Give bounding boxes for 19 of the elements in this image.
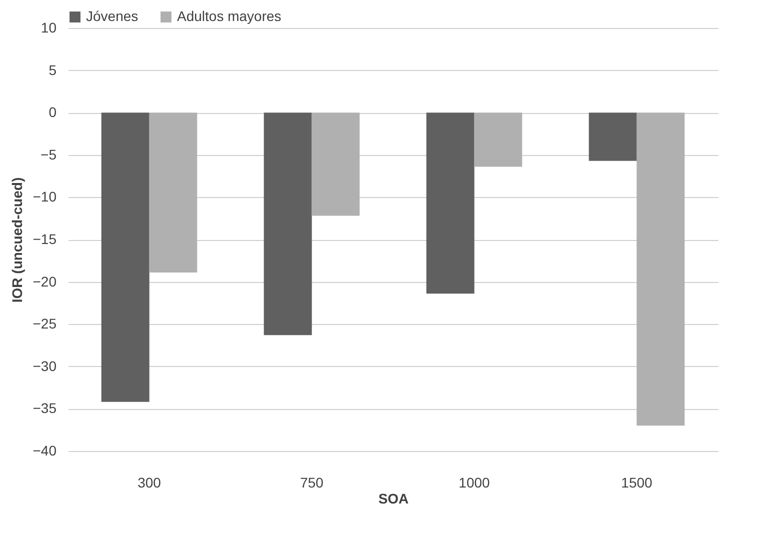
y-tick-label: −15 [32,231,57,247]
x-axis-title: SOA [378,490,409,506]
legend-label: Jóvenes [86,8,138,24]
x-tick-label: 300 [138,474,162,490]
y-tick-label: −5 [40,146,57,162]
y-tick-label: −40 [32,442,57,458]
y-tick-label: −25 [32,316,57,332]
y-tick-label: 10 [40,20,57,36]
y-tick-label: −10 [32,188,57,205]
x-tick-label: 1000 [458,474,490,490]
y-tick-label: 5 [48,62,57,78]
legend-label: Adultos mayores [177,8,282,24]
x-tick-label: 1500 [621,474,653,490]
y-tick-label: −30 [32,358,57,374]
y-tick-label: −35 [32,400,57,416]
x-tick-label: 750 [300,474,324,490]
y-tick-label: −20 [32,273,57,290]
y-axis-title: IOR (uncued-cued) [8,177,25,303]
y-tick-label: 0 [48,104,57,120]
